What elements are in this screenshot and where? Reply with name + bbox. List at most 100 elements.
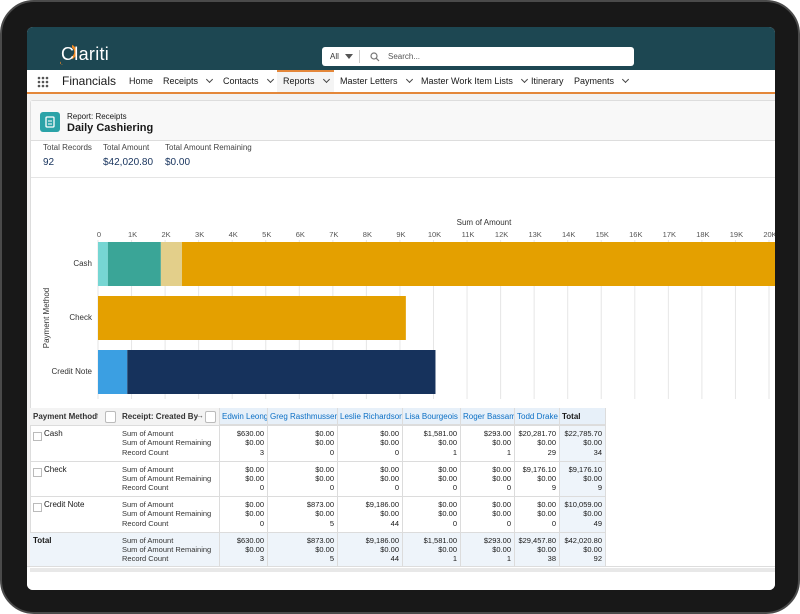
tab-label[interactable]: Payments: [574, 76, 615, 86]
app-launcher[interactable]: [37, 76, 49, 88]
row-checkbox[interactable]: [33, 503, 42, 512]
stat-value: $42,020.80: [103, 157, 154, 168]
cell-value: $0.00: [380, 544, 399, 554]
measure-label: Sum of Amount: [122, 429, 174, 438]
stat-label: Total Records: [43, 143, 92, 152]
nav-tab[interactable]: Itinerary: [531, 76, 564, 86]
x-tick-label: 8K: [363, 230, 372, 239]
nav-tab[interactable]: Reports: [283, 75, 330, 86]
scope-caret: [345, 54, 353, 59]
tab-label[interactable]: Contacts: [223, 76, 259, 86]
tab-label[interactable]: Master Work Item Lists: [421, 76, 513, 86]
sort-arrow: ↑: [95, 411, 99, 420]
column-header[interactable]: Greg Rasthmussen: [270, 412, 339, 421]
stat-label: Total Amount: [103, 143, 150, 152]
header-menu[interactable]: [205, 411, 216, 423]
search-box[interactable]: All Search...: [322, 47, 634, 66]
group-cell: Total: [33, 535, 52, 545]
tab-label[interactable]: Reports: [283, 76, 315, 86]
scrollbar[interactable]: [30, 568, 775, 572]
cell-value: $0.00: [492, 473, 511, 483]
nav-tab[interactable]: Contacts: [223, 75, 274, 86]
x-tick-label: 13K: [528, 230, 541, 239]
column-header[interactable]: Lisa Bourgeois: [405, 412, 458, 421]
header-cell: Payment Method: [33, 412, 98, 421]
group-cell: Check: [44, 464, 67, 474]
cell-value: $0.00: [438, 464, 457, 474]
bar-segment: [127, 350, 436, 394]
cell-value: 9: [551, 483, 556, 493]
stat-value: $0.00: [165, 157, 191, 168]
nav-tab[interactable]: Receipts: [163, 75, 214, 86]
total-col-bg: [559, 496, 605, 532]
row-line: [30, 496, 605, 497]
x-axis-title: Sum of Amount: [457, 218, 512, 227]
search-icon: [370, 52, 380, 62]
cell-value: 34: [593, 447, 602, 457]
cell-value: $0.00: [245, 544, 264, 554]
cell-value: 0: [329, 447, 334, 457]
summary-table: Payment Method ↑ Receipt: Created By → Edwin…: [27, 27, 775, 590]
x-tick-label: 7K: [329, 230, 338, 239]
cell-value: 3: [259, 554, 264, 564]
column-line: [219, 408, 220, 567]
cell-value: $9,186.00: [365, 500, 399, 509]
tab-label[interactable]: Itinerary: [531, 76, 564, 86]
header-menu[interactable]: [105, 411, 116, 423]
bar-segment: [160, 242, 183, 286]
cell-value: $0.00: [583, 473, 602, 483]
cell-value: 9: [597, 483, 602, 493]
cell-value: 38: [547, 554, 556, 564]
search-scope[interactable]: All: [330, 52, 339, 61]
cell-value: $0.00: [492, 438, 511, 448]
search-placeholder[interactable]: Search...: [388, 52, 421, 61]
tab-label[interactable]: Receipts: [163, 76, 199, 86]
cell-value: 5: [329, 554, 334, 564]
cell-value: $0.00: [438, 438, 457, 448]
cell-value: $0.00: [245, 464, 264, 474]
row-checkbox[interactable]: [33, 432, 42, 441]
nav-tab[interactable]: Payments: [574, 75, 630, 86]
y-tick-label: Check: [69, 313, 93, 322]
cell-value: $0.00: [315, 429, 334, 438]
cell-value: 0: [551, 518, 556, 528]
nav-tab[interactable]: Home: [129, 76, 153, 86]
logo-text: Clariti: [61, 44, 110, 64]
row-line: [30, 460, 605, 462]
cell-value: $0.00: [537, 500, 556, 509]
chart: Sum of Amount Payment Method 0 1K 2K 3K 4K 5K…: [42, 218, 775, 399]
cell-value: 92: [593, 554, 602, 564]
x-tick-label: 3K: [195, 230, 204, 239]
cell-value: $22,785.70: [564, 429, 602, 438]
measure-label: Record Count: [122, 554, 169, 564]
column-header[interactable]: Todd Drake: [517, 412, 558, 421]
active-tab-bg: [277, 70, 334, 92]
cell-value: $0.00: [537, 438, 556, 448]
cell-value: $1,581.00: [423, 429, 457, 438]
row-checkbox[interactable]: [33, 467, 42, 477]
cell-value: 5: [329, 518, 334, 528]
nav-tab[interactable]: Master Letters: [340, 75, 413, 86]
cell-value: $630.00: [236, 429, 264, 438]
column-header[interactable]: Roger Bassam: [463, 412, 516, 421]
cell-value: $9,186.00: [365, 535, 399, 545]
nav-tab[interactable]: Master Work Item Lists: [421, 75, 528, 86]
cell-value: 0: [394, 483, 399, 493]
cell-value: $0.00: [245, 500, 264, 509]
cell-value: 0: [452, 483, 457, 493]
report-header: [31, 101, 775, 141]
cell-value: 44: [390, 554, 399, 564]
cell-value: $630.00: [236, 535, 264, 545]
cell-value: $0.00: [245, 509, 264, 519]
column-header[interactable]: Edwin Leong: [222, 412, 269, 421]
cell-value: 0: [259, 483, 264, 493]
cell-value: $0.00: [315, 473, 334, 483]
y-tick-label: Credit Note: [52, 367, 93, 376]
tab-label[interactable]: Master Letters: [340, 76, 398, 86]
cell-value: $0.00: [537, 473, 556, 483]
measure-label: Record Count: [122, 483, 169, 493]
tab-label[interactable]: Home: [129, 76, 154, 86]
cell-value: $0.00: [438, 500, 457, 509]
column-header[interactable]: Leslie Richardson: [340, 412, 404, 421]
